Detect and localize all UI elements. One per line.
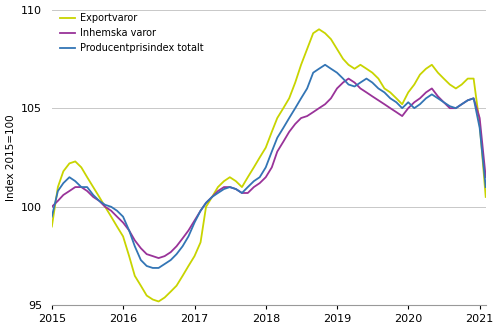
Y-axis label: Index 2015=100: Index 2015=100 [6,114,16,201]
Line: Producentprisindex totalt: Producentprisindex totalt [52,65,486,268]
Line: Inhemska varor: Inhemska varor [52,79,486,258]
Line: Exportvaror: Exportvaror [52,29,486,302]
Legend: Exportvaror, Inhemska varor, Producentprisindex totalt: Exportvaror, Inhemska varor, Producentpr… [56,10,207,57]
